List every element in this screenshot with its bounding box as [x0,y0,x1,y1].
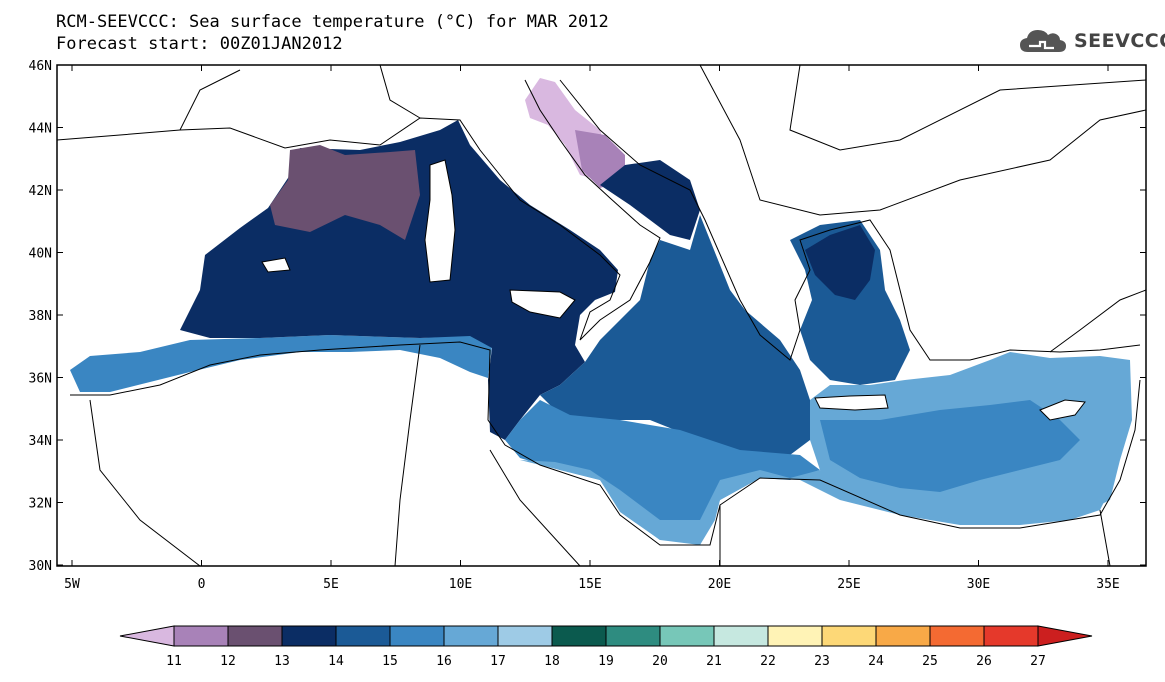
colorbar-label: 23 [814,654,830,669]
coastlines [57,65,1146,566]
colorbar-label: 13 [274,654,290,669]
border-europe-3 [699,65,1146,216]
colorbar-segment [875,625,931,647]
colorbar-segment [659,625,715,647]
sicily-island [509,289,576,319]
sst-region-sirte [505,400,820,540]
colorbar-label: 19 [598,654,614,669]
logo-text: SEEVCCC [1074,30,1165,52]
colorbar-high-arrow [1037,625,1093,647]
corsica-sardinia-island [424,159,456,283]
border-africa-1 [89,399,201,566]
balearic-island [261,257,291,273]
lat-tick-label: 42N [29,184,52,199]
longitude-axis: 5W 0 5E 10E 15E 20E 25E 30E 35E [64,65,1120,592]
sst-region-ionian [540,215,810,455]
colorbar-label: 25 [922,654,938,669]
border-africa-2 [394,344,421,566]
colorbar-label: 17 [490,654,506,669]
lon-tick-label: 10E [449,577,472,592]
colorbar-label: 22 [760,654,776,669]
latitude-axis: 46N 44N 42N 40N 38N 36N 34N 32N 30N [29,59,1146,574]
colorbar-label: 16 [436,654,452,669]
lon-tick-label: 35E [1096,577,1119,592]
colorbar-low-arrow [119,625,175,647]
colorbar-segment [389,625,445,647]
colorbar-segment [497,625,553,647]
colorbar-label: 11 [166,654,182,669]
sst-field [70,78,1132,545]
sst-region-north-aegean [805,225,875,300]
colorbar-segment [281,625,337,647]
lat-tick-label: 46N [29,59,52,74]
colorbar-label: 24 [868,654,884,669]
cyprus-island [1039,399,1086,421]
colorbar-segment [821,625,877,647]
lat-tick-label: 32N [29,497,52,512]
forecast-start-label: Forecast start: 00Z01JAN2012 [56,34,343,54]
lat-tick-label: 44N [29,122,52,137]
lat-tick-label: 40N [29,247,52,262]
lon-tick-label: 5E [323,577,339,592]
lat-tick-label: 30N [29,559,52,574]
colorbar-label: 21 [706,654,722,669]
colorbar-label: 27 [1030,654,1046,669]
lon-tick-label: 20E [708,577,731,592]
coast-balkan [559,79,1141,361]
colorbar-label: 14 [328,654,344,669]
lat-tick-label: 36N [29,372,52,387]
colorbar-label: 15 [382,654,398,669]
lon-tick-label: 15E [578,577,601,592]
map-title: RCM-SEEVCCC: Sea surface temperature (°C… [56,12,609,32]
colorbar-label: 20 [652,654,668,669]
colorbar-segment [551,625,607,647]
seevccc-logo: SEEVCCC [1018,24,1165,58]
colorbar-segment [227,625,283,647]
cloud-icon [1020,30,1066,52]
sst-region-adriatic-south [600,160,700,240]
colorbar-segment [443,625,499,647]
colorbar-segment [173,625,229,647]
colorbar-label: 26 [976,654,992,669]
sst-region-levantine-core [820,400,1080,492]
colorbar-segment [929,625,985,647]
sst-region-west-shelf [70,335,492,392]
lon-tick-label: 25E [837,577,860,592]
colorbar-segment [713,625,769,647]
lon-tick-label: 0 [198,577,206,592]
sst-region-gulf-of-lion [270,145,420,240]
crete-island [814,394,889,411]
border-europe-2 [379,65,421,119]
lat-tick-label: 34N [29,434,52,449]
border-africa-5 [1099,509,1111,566]
colorbar-label: 18 [544,654,560,669]
border-europe-1 [179,69,241,131]
border-europe-4 [789,65,1146,151]
colorbar-segment [605,625,661,647]
lat-tick-label: 38N [29,309,52,324]
lon-tick-label: 5W [64,577,80,592]
colorbar-segment [983,625,1039,647]
colorbar: 11 12 13 14 15 16 17 18 19 20 21 22 23 24 25 26 27 [119,625,1093,669]
border-asia-1 [1049,289,1146,353]
sst-region-adriatic-mid [575,130,625,188]
colorbar-segment [767,625,823,647]
coast-north [57,79,661,341]
lon-tick-label: 30E [967,577,990,592]
border-africa-3 [489,449,581,566]
colorbar-label: 12 [220,654,236,669]
coast-south [70,341,1141,546]
colorbar-segment [335,625,391,647]
sst-region-libya-shelf [520,460,1110,545]
